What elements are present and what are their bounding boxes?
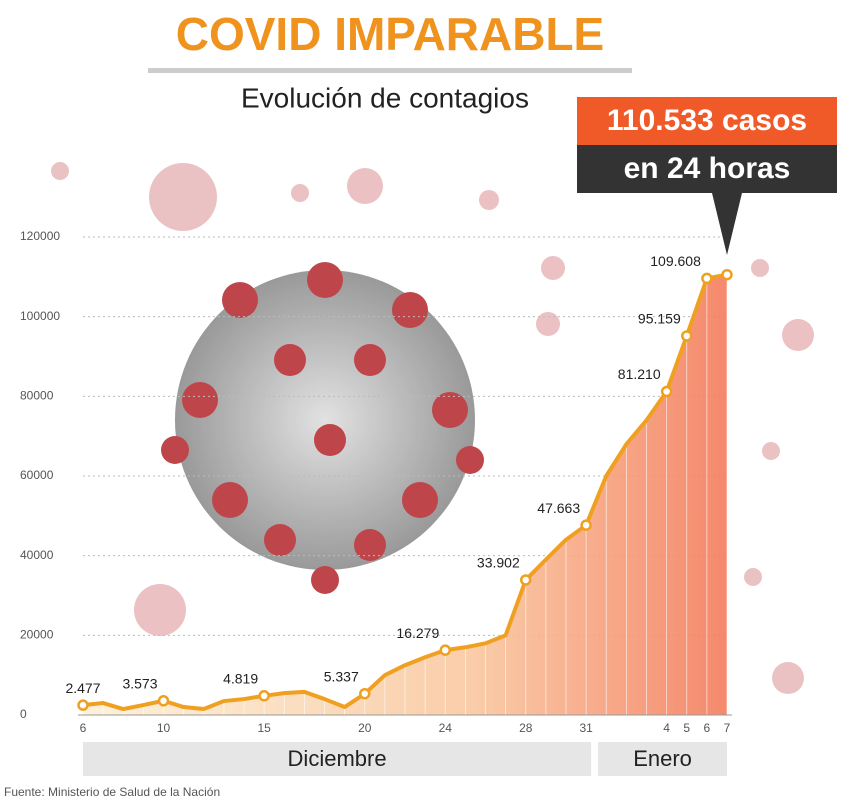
y-tick-label: 100000 (20, 309, 60, 323)
point (359, 687, 371, 700)
y-tick-label: 40000 (20, 548, 54, 562)
chart-subtitle: Evolución de contagios (241, 82, 529, 113)
value-label: 47.663 (537, 500, 580, 516)
title-rule (148, 68, 632, 73)
x-tick-label: 5 (683, 721, 690, 735)
point (681, 330, 693, 342)
x-tick-label: 7 (724, 721, 731, 735)
point (701, 272, 713, 285)
value-label: 109.608 (650, 253, 701, 269)
point (660, 385, 673, 398)
x-tick-label: 6 (80, 721, 87, 735)
chart-title: COVID IMPARABLE (176, 8, 605, 60)
point (439, 644, 451, 656)
callout-box (577, 145, 837, 193)
callout-box (577, 97, 837, 145)
virus-decoration (51, 162, 814, 694)
y-tick-label: 80000 (20, 389, 54, 403)
value-label: 81.210 (618, 366, 661, 382)
x-tick-label: 20 (358, 721, 372, 735)
value-label: 5.337 (324, 668, 359, 684)
x-tick-label: 15 (257, 721, 271, 735)
value-label: 2.477 (65, 680, 100, 696)
x-tick-label: 24 (439, 721, 453, 735)
y-tick-label: 20000 (20, 628, 54, 642)
y-tick-label: 60000 (20, 468, 54, 482)
line (82, 272, 728, 712)
source: Fuente: Ministerio de Salud de la Nación (4, 785, 220, 799)
point (258, 690, 270, 702)
callout-pointer (712, 193, 742, 255)
x-tick-label: 4 (663, 721, 670, 735)
x-tick-label: 28 (519, 721, 533, 735)
month-label: Enero (633, 746, 692, 771)
month-band (598, 742, 727, 776)
point (157, 695, 170, 707)
month-band (83, 742, 592, 776)
point (721, 268, 733, 281)
callout-text: 110.533 casos (607, 104, 807, 137)
x-tick-label: 31 (579, 721, 593, 735)
x-tick-label: 10 (157, 721, 171, 735)
callout-text: en 24 horas (624, 152, 791, 185)
value-label: 16.279 (396, 625, 439, 641)
value-label: 95.159 (638, 311, 681, 327)
point (77, 699, 89, 711)
point (520, 574, 532, 586)
value-label: 4.819 (223, 671, 258, 687)
y-tick-label: 120000 (20, 229, 60, 243)
value-label: 33.902 (477, 555, 520, 571)
month-label: Diciembre (288, 746, 387, 771)
value-label: 3.573 (122, 675, 157, 691)
x-tick-label: 6 (704, 721, 711, 735)
point (580, 519, 592, 531)
y-tick-label: 0 (20, 707, 27, 721)
